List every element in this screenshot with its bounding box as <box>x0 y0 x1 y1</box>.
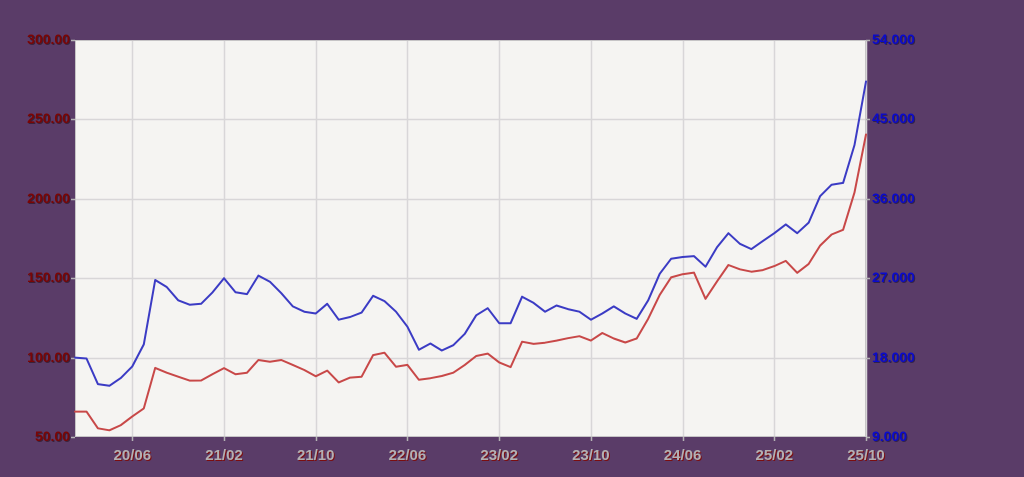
x-axis-tick-label: 23/10 <box>572 447 610 464</box>
x-axis-tick-label: 20/06 <box>113 447 152 464</box>
plot-area <box>71 39 870 441</box>
red-left-series-line <box>74 133 867 432</box>
x-axis-tick-label: 21/10 <box>296 447 335 464</box>
plot-canvas <box>71 39 870 441</box>
blue-right-series-line <box>74 80 867 387</box>
x-axis-tick-label: 25/02 <box>755 447 794 464</box>
left-axis-tick-label: 200.00 <box>27 189 70 206</box>
x-axis-tick-label: 23/02 <box>480 447 518 464</box>
x-axis-tick-label: 22/06 <box>388 447 427 464</box>
left-axis-tick-label: 150.00 <box>27 269 70 286</box>
right-axis-tick-label: 45.000 <box>872 110 915 127</box>
left-axis-tick-label: 300.00 <box>27 31 70 47</box>
right-axis-tick-label: 54.000 <box>872 31 915 47</box>
x-axis-tick-label: 21/02 <box>205 447 243 464</box>
left-axis-tick-label: 250.00 <box>27 110 70 127</box>
left-axis-tick-label: 50.00 <box>34 428 70 444</box>
right-axis-tick-label: 36.000 <box>872 189 915 206</box>
right-axis-tick-label: 18.000 <box>872 348 915 365</box>
right-axis-tick-label: 9.000 <box>872 428 908 444</box>
x-axis-tick-label: 24/06 <box>663 447 702 464</box>
left-axis-tick-label: 100.00 <box>27 348 70 365</box>
right-axis-tick-label: 27.000 <box>872 269 915 286</box>
plot-border <box>75 40 866 437</box>
x-axis-tick-label: 25/10 <box>847 447 885 464</box>
